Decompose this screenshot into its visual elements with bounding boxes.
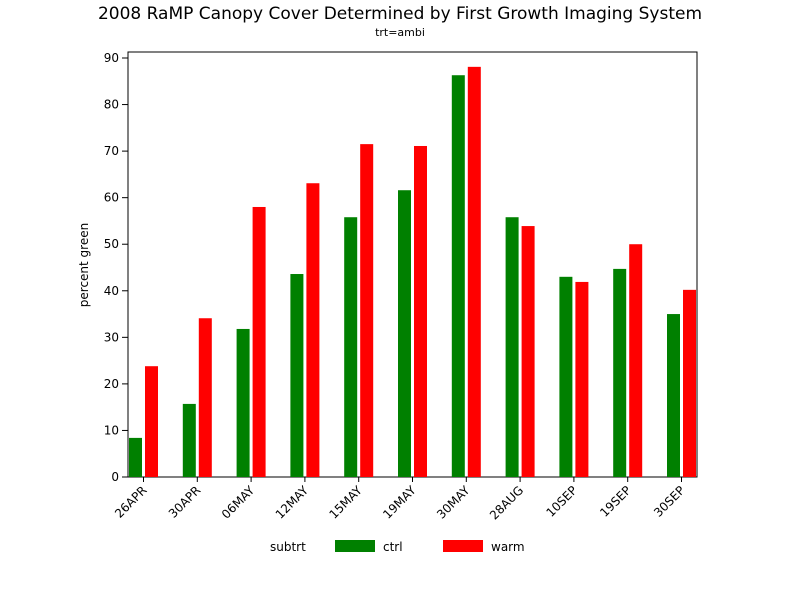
x-tick-label: 19SEP: [597, 483, 634, 520]
bar: [360, 144, 374, 477]
y-tick-label: 70: [104, 144, 119, 158]
chart-title: 2008 RaMP Canopy Cover Determined by Fir…: [98, 4, 702, 24]
bar: [667, 314, 680, 477]
y-tick-label: 30: [104, 330, 119, 344]
legend-title: subtrt: [270, 540, 306, 554]
bar: [575, 281, 589, 477]
x-tick-label: 26APR: [112, 483, 150, 521]
y-tick-label: 50: [104, 237, 119, 251]
bar: [290, 274, 304, 477]
x-tick-label: 10SEP: [543, 483, 580, 520]
bar: [613, 268, 627, 477]
y-tick-label: 90: [104, 51, 119, 65]
bar: [198, 318, 212, 477]
legend-label: ctrl: [383, 540, 403, 554]
x-tick-label: 30MAY: [434, 483, 473, 522]
y-axis-label: percent green: [77, 223, 91, 307]
bar: [559, 276, 573, 477]
bar: [145, 366, 158, 477]
x-tick-label: 19MAY: [380, 483, 419, 522]
legend-swatch: [335, 540, 375, 552]
bar: [467, 66, 481, 478]
bar: [451, 75, 465, 477]
legend-label: warm: [491, 540, 525, 554]
x-tick-label: 15MAY: [326, 483, 365, 522]
y-tick-label: 0: [111, 470, 119, 484]
bar: [683, 289, 696, 477]
y-tick-label: 10: [104, 423, 119, 437]
plot-frame: [127, 51, 698, 478]
bar: [629, 244, 643, 477]
bar: [182, 403, 196, 477]
y-tick-label: 40: [104, 284, 119, 298]
bar: [344, 217, 358, 477]
x-tick-label: 28AUG: [487, 483, 526, 522]
bar: [398, 190, 411, 477]
chart-subtitle: trt=ambi: [375, 26, 425, 39]
bar: [521, 226, 535, 477]
x-tick-label: 30APR: [166, 483, 204, 521]
y-tick-label: 20: [104, 377, 119, 391]
x-tick-label: 06MAY: [219, 483, 258, 522]
legend-swatch: [443, 540, 483, 552]
bar: [236, 328, 250, 477]
bar: [129, 437, 142, 477]
bar: [505, 217, 519, 477]
y-tick-label: 60: [104, 191, 119, 205]
x-tick-label: 12MAY: [273, 483, 312, 522]
x-tick-label: 30SEP: [651, 483, 688, 520]
bar: [252, 206, 266, 477]
y-tick-label: 80: [104, 98, 119, 112]
bar: [306, 183, 320, 478]
bar: [414, 145, 427, 478]
